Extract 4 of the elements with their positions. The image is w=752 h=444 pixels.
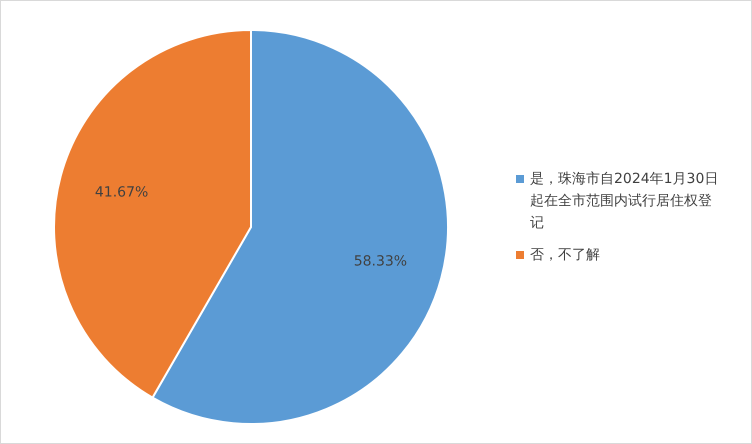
data-label: 41.67% — [94, 184, 148, 200]
legend-label: 是，珠海市自2024年1月30日起在全市范围内试行居住权登记 — [530, 170, 720, 233]
legend-label: 否，不了解 — [530, 246, 600, 265]
data-label: 58.33% — [354, 254, 408, 270]
